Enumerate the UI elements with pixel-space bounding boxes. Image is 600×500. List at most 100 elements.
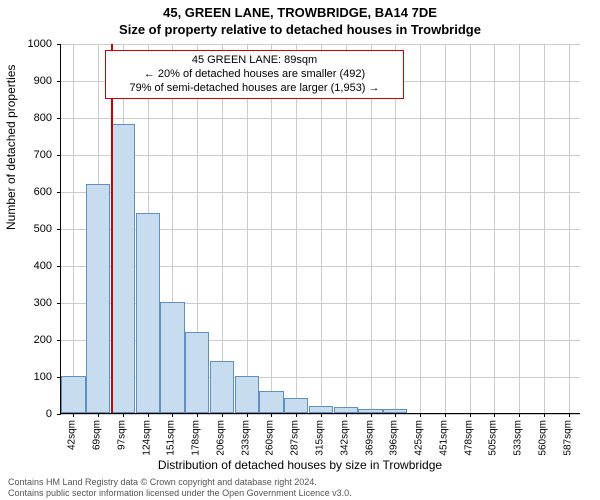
- ytick-mark: [57, 81, 61, 82]
- y-tick: 300: [0, 297, 52, 309]
- ytick-mark: [57, 44, 61, 45]
- histogram-bar: [284, 398, 308, 413]
- xtick-mark: [321, 413, 322, 417]
- x-tick: 505sqm: [488, 420, 499, 456]
- x-tick: 42sqm: [67, 420, 78, 450]
- histogram-bar: [111, 124, 135, 413]
- xtick-mark: [197, 413, 198, 417]
- ytick-mark: [57, 118, 61, 119]
- histogram-plot: [60, 44, 580, 414]
- xtick-mark: [172, 413, 173, 417]
- title-line-1: 45, GREEN LANE, TROWBRIDGE, BA14 7DE: [0, 5, 600, 20]
- y-tick: 800: [0, 112, 52, 124]
- subject-marker-line: [111, 44, 113, 413]
- x-tick: 97sqm: [116, 420, 127, 450]
- x-tick: 124sqm: [141, 420, 152, 456]
- histogram-bar: [210, 361, 234, 413]
- x-tick: 425sqm: [414, 420, 425, 456]
- x-tick: 178sqm: [191, 420, 202, 456]
- annotation-line-2: ← 20% of detached houses are smaller (49…: [112, 68, 397, 82]
- xtick-mark: [247, 413, 248, 417]
- gridline-v: [519, 44, 520, 413]
- x-tick: 287sqm: [290, 420, 301, 456]
- xtick-mark: [519, 413, 520, 417]
- gridline-v: [420, 44, 421, 413]
- y-tick: 600: [0, 186, 52, 198]
- annotation-line-3: 79% of semi-detached houses are larger (…: [112, 82, 397, 96]
- histogram-bar: [61, 376, 85, 413]
- x-tick: 587sqm: [562, 420, 573, 456]
- gridline-v: [222, 44, 223, 413]
- xtick-mark: [544, 413, 545, 417]
- x-tick: 206sqm: [215, 420, 226, 456]
- ytick-mark: [57, 303, 61, 304]
- histogram-bar: [235, 376, 259, 413]
- gridline-v: [371, 44, 372, 413]
- x-tick: 369sqm: [364, 420, 375, 456]
- y-tick: 1000: [0, 38, 52, 50]
- x-tick: 260sqm: [265, 420, 276, 456]
- x-tick: 560sqm: [537, 420, 548, 456]
- xtick-mark: [296, 413, 297, 417]
- y-tick: 700: [0, 149, 52, 161]
- histogram-bar: [160, 302, 184, 413]
- x-tick: 69sqm: [92, 420, 103, 450]
- histogram-bar: [259, 391, 283, 413]
- ytick-mark: [57, 414, 61, 415]
- histogram-bar: [185, 332, 209, 413]
- footer-line-2: Contains public sector information licen…: [8, 488, 352, 498]
- x-axis-label: Distribution of detached houses by size …: [0, 458, 600, 472]
- gridline-v: [346, 44, 347, 413]
- gridline-v: [296, 44, 297, 413]
- y-tick: 400: [0, 260, 52, 272]
- xtick-mark: [494, 413, 495, 417]
- histogram-bar: [309, 406, 333, 413]
- ytick-mark: [57, 192, 61, 193]
- histogram-bar: [86, 184, 110, 413]
- xtick-mark: [123, 413, 124, 417]
- ytick-mark: [57, 155, 61, 156]
- annotation-line-1: 45 GREEN LANE: 89sqm: [112, 54, 397, 68]
- x-tick: 342sqm: [339, 420, 350, 456]
- xtick-mark: [73, 413, 74, 417]
- xtick-mark: [148, 413, 149, 417]
- y-tick: 100: [0, 371, 52, 383]
- gridline-v: [395, 44, 396, 413]
- y-tick: 0: [0, 408, 52, 420]
- histogram-bar: [136, 213, 160, 413]
- gridline-v: [321, 44, 322, 413]
- gridline-v: [569, 44, 570, 413]
- xtick-mark: [395, 413, 396, 417]
- x-tick: 396sqm: [389, 420, 400, 456]
- ytick-mark: [57, 340, 61, 341]
- gridline-v: [494, 44, 495, 413]
- xtick-mark: [445, 413, 446, 417]
- gridline-v: [544, 44, 545, 413]
- xtick-mark: [346, 413, 347, 417]
- x-tick: 533sqm: [513, 420, 524, 456]
- y-axis-label: Number of detached properties: [4, 65, 18, 230]
- ytick-mark: [57, 229, 61, 230]
- annotation-box: 45 GREEN LANE: 89sqm ← 20% of detached h…: [105, 50, 404, 99]
- gridline-v: [271, 44, 272, 413]
- xtick-mark: [470, 413, 471, 417]
- gridline-v: [445, 44, 446, 413]
- xtick-mark: [98, 413, 99, 417]
- x-tick: 315sqm: [315, 420, 326, 456]
- xtick-mark: [569, 413, 570, 417]
- y-tick: 200: [0, 334, 52, 346]
- y-tick: 900: [0, 75, 52, 87]
- xtick-mark: [271, 413, 272, 417]
- y-tick: 500: [0, 223, 52, 235]
- gridline-v: [247, 44, 248, 413]
- xtick-mark: [371, 413, 372, 417]
- footer-line-1: Contains HM Land Registry data © Crown c…: [8, 477, 352, 487]
- gridline-v: [470, 44, 471, 413]
- x-tick: 451sqm: [438, 420, 449, 456]
- ytick-mark: [57, 266, 61, 267]
- x-tick: 233sqm: [240, 420, 251, 456]
- title-line-2: Size of property relative to detached ho…: [0, 22, 600, 37]
- x-tick: 478sqm: [463, 420, 474, 456]
- xtick-mark: [222, 413, 223, 417]
- gridline-v: [73, 44, 74, 413]
